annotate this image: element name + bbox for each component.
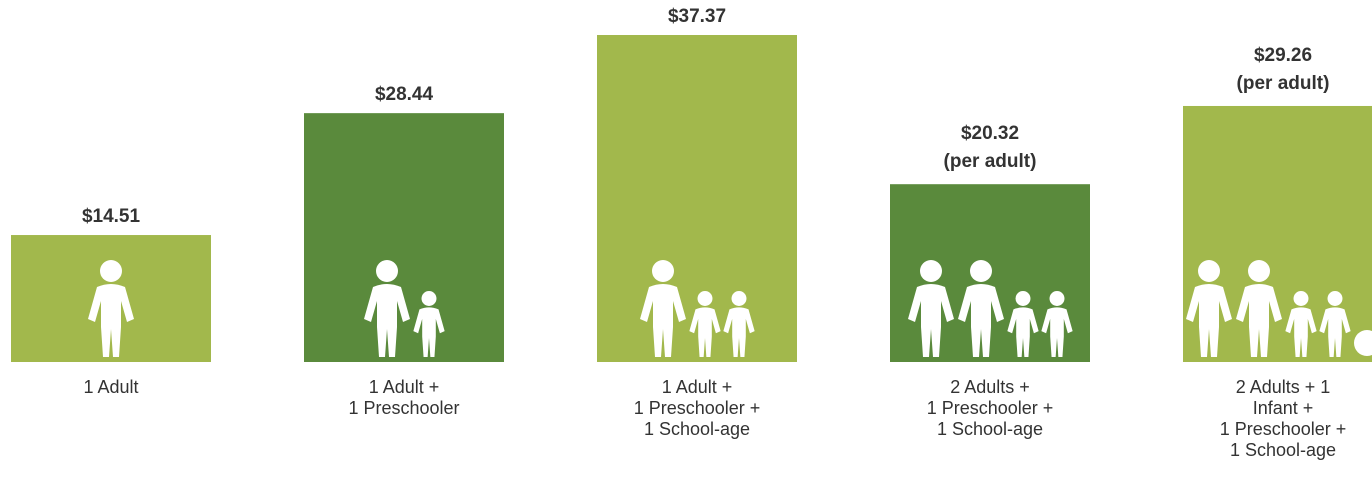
note: (per adult) [1237, 73, 1330, 94]
body [1319, 307, 1351, 357]
x-tick-label: 1 Adult + [662, 377, 733, 397]
x-tick-label: Infant + [1253, 398, 1314, 418]
person-icon [689, 291, 721, 357]
x-tick-label: 1 Adult + [369, 377, 440, 397]
body [88, 284, 134, 357]
head [731, 291, 747, 306]
body [1007, 307, 1039, 357]
head [100, 260, 122, 282]
note: (per adult) [944, 151, 1037, 172]
head [697, 291, 713, 306]
head [421, 291, 437, 306]
person-icon [958, 260, 1004, 357]
value-label: $29.26 [1254, 45, 1312, 66]
head [1248, 260, 1270, 282]
head [1198, 260, 1220, 282]
infant-icon [1354, 330, 1372, 356]
body [1236, 284, 1282, 357]
body [1285, 307, 1317, 357]
body [364, 284, 410, 357]
person-icon [1007, 291, 1039, 357]
body [723, 307, 755, 357]
body [958, 284, 1004, 357]
person-icon [1319, 291, 1351, 357]
x-tick-label: 1 School-age [644, 419, 750, 439]
body [1041, 307, 1073, 357]
x-tick-label: 1 Preschooler [348, 398, 459, 418]
person-icon [1186, 260, 1232, 357]
head [970, 260, 992, 282]
head [1015, 291, 1031, 306]
value-label: $20.32 [961, 123, 1019, 144]
body [689, 307, 721, 357]
body [908, 284, 954, 357]
person-icon [1236, 260, 1282, 357]
head [1327, 291, 1343, 306]
person-icon [723, 291, 755, 357]
head [376, 260, 398, 282]
bar [304, 113, 504, 363]
person-icon [1354, 330, 1372, 356]
person-icon [640, 260, 686, 357]
x-tick-label: 2 Adults + 1 [1236, 377, 1331, 397]
person-icon [1285, 291, 1317, 357]
x-tick-label: 1 School-age [937, 419, 1043, 439]
value-label: $14.51 [82, 206, 141, 227]
person-icon [88, 260, 134, 357]
bar [597, 35, 797, 362]
x-tick-label: 1 Preschooler + [634, 398, 761, 418]
person-icon [364, 260, 410, 357]
x-tick-label: 1 Adult [83, 377, 138, 397]
person-icon [908, 260, 954, 357]
person-icon [1041, 291, 1073, 357]
person-icon [413, 291, 445, 357]
value-label: $37.37 [668, 6, 726, 27]
x-tick-label: 1 Preschooler + [1220, 419, 1347, 439]
value-label: $28.44 [375, 84, 434, 105]
body [640, 284, 686, 357]
x-tick-label: 2 Adults + [950, 377, 1030, 397]
x-tick-label: 1 Preschooler + [927, 398, 1054, 418]
head [652, 260, 674, 282]
head [920, 260, 942, 282]
head [1049, 291, 1065, 306]
head [1293, 291, 1309, 306]
x-tick-label: 1 School-age [1230, 440, 1336, 460]
body [413, 307, 445, 357]
body [1186, 284, 1232, 357]
